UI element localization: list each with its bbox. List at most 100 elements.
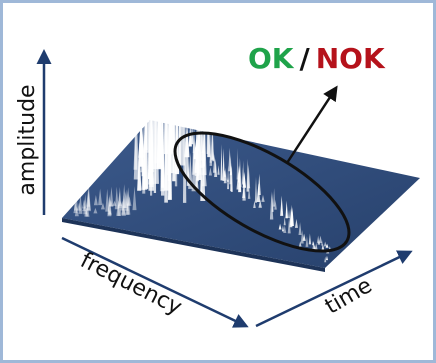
spike — [82, 205, 87, 212]
spike — [294, 218, 298, 228]
spike — [86, 190, 91, 207]
spike — [100, 202, 105, 210]
spike — [305, 236, 309, 247]
spike — [138, 120, 144, 167]
spike — [318, 235, 323, 244]
spike — [258, 199, 262, 208]
spike — [156, 28, 163, 170]
spike — [191, 137, 198, 192]
spike — [132, 186, 137, 211]
spike — [201, 156, 207, 187]
spike — [196, 119, 200, 152]
spike — [114, 186, 119, 210]
spike — [209, 128, 213, 166]
spike — [112, 200, 117, 206]
spike — [312, 241, 316, 251]
spike — [78, 194, 83, 214]
spike — [302, 233, 306, 241]
spike — [73, 202, 78, 214]
spike — [123, 191, 128, 209]
spike — [117, 191, 122, 217]
spike — [312, 240, 314, 246]
spike — [220, 144, 223, 181]
spike — [247, 186, 251, 199]
spike — [283, 225, 287, 234]
spike — [108, 200, 113, 207]
spike — [137, 143, 142, 191]
spike — [223, 169, 226, 177]
spike — [214, 158, 218, 177]
spike — [273, 188, 276, 207]
spike — [285, 200, 288, 219]
spike — [82, 199, 87, 209]
spike — [107, 209, 112, 216]
spike — [141, 134, 148, 190]
highlight-ellipse — [173, 131, 351, 253]
spike — [283, 216, 286, 226]
spike — [84, 206, 89, 217]
spike — [225, 170, 227, 181]
spike — [236, 148, 239, 180]
spike — [199, 110, 203, 161]
spike — [126, 194, 131, 215]
spike — [325, 255, 329, 261]
spike — [298, 240, 302, 247]
separator: / — [300, 42, 311, 75]
spike — [280, 195, 284, 216]
spike — [73, 186, 78, 211]
time-axis — [255, 250, 413, 328]
spike — [120, 200, 125, 211]
spike — [145, 28, 148, 151]
spike — [242, 187, 246, 198]
spike — [107, 196, 112, 215]
ok-label: OK — [248, 42, 295, 75]
spike — [133, 109, 140, 180]
spike — [229, 157, 232, 185]
spike — [269, 191, 274, 220]
spike — [323, 241, 327, 247]
spike — [241, 167, 245, 185]
spike — [287, 216, 291, 234]
spike — [253, 200, 256, 208]
amplitude-label: amplitude — [15, 84, 40, 195]
spike — [109, 186, 114, 207]
spike — [208, 167, 213, 176]
spike — [184, 127, 190, 180]
spike — [169, 28, 173, 152]
result-label: OK / NOK — [248, 42, 386, 75]
spike — [118, 200, 123, 207]
spike — [288, 209, 290, 219]
spike — [121, 198, 126, 215]
spike — [83, 194, 88, 215]
spike — [247, 164, 251, 189]
spike — [210, 115, 214, 161]
spike — [86, 186, 91, 212]
spike — [321, 243, 325, 251]
spike — [116, 200, 121, 216]
spike — [202, 112, 206, 167]
spike — [125, 202, 130, 215]
spike — [171, 28, 175, 153]
surface-edge — [62, 218, 325, 272]
spike — [126, 187, 131, 206]
spike — [274, 199, 277, 210]
spike — [166, 84, 172, 176]
spike — [192, 123, 196, 154]
spike — [308, 233, 312, 245]
spike — [148, 28, 154, 185]
spike — [121, 194, 126, 216]
spike — [298, 222, 302, 236]
pointer-arrow — [285, 85, 338, 164]
spike — [278, 223, 282, 230]
spike — [182, 45, 187, 203]
spike — [98, 188, 103, 206]
spike — [117, 186, 122, 209]
spike — [325, 243, 329, 248]
spike — [93, 207, 98, 214]
spike — [178, 35, 181, 165]
nok-label: NOK — [316, 42, 386, 75]
spike — [86, 187, 91, 211]
spike — [93, 195, 98, 206]
spike — [237, 165, 241, 183]
